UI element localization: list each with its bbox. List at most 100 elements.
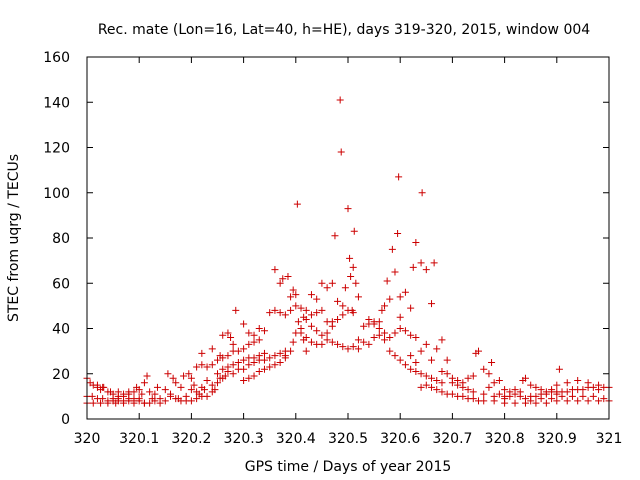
x-tick-label: 320.4	[276, 431, 316, 447]
data-point	[422, 381, 430, 389]
data-point	[548, 388, 556, 396]
data-point	[553, 381, 561, 389]
data-point	[521, 374, 529, 382]
data-point	[574, 377, 582, 385]
data-point	[334, 340, 342, 348]
data-point	[409, 263, 417, 271]
data-point	[488, 358, 496, 366]
data-point	[584, 379, 592, 387]
y-tick-label: 20	[52, 367, 70, 383]
data-point	[281, 352, 289, 360]
data-point	[114, 388, 122, 396]
x-tick-label: 320.2	[171, 431, 211, 447]
data-point	[224, 363, 232, 371]
data-point	[260, 365, 268, 373]
data-point	[200, 386, 208, 394]
data-point	[146, 388, 154, 396]
data-point	[422, 372, 430, 380]
x-axis: 320 320.1 320.2 320.3 320.4 320.5 320.6 320.7 32…	[74, 57, 623, 447]
data-point	[584, 397, 592, 405]
data-point	[563, 379, 571, 387]
data-point	[219, 331, 227, 339]
data-point	[375, 318, 383, 326]
data-point	[469, 395, 477, 403]
data-point	[187, 386, 195, 394]
data-point	[260, 349, 268, 357]
data-point	[422, 340, 430, 348]
data-point	[271, 361, 279, 369]
data-point	[255, 352, 263, 360]
data-point	[177, 383, 185, 391]
data-point	[208, 345, 216, 353]
data-point	[229, 361, 237, 369]
data-point	[250, 372, 258, 380]
data-point	[417, 347, 425, 355]
x-tick-label: 320.1	[119, 431, 159, 447]
data-point	[511, 390, 519, 398]
y-tick-label: 100	[43, 186, 70, 202]
data-point	[600, 395, 608, 403]
data-point	[428, 374, 436, 382]
data-point	[313, 327, 321, 335]
data-point	[125, 397, 133, 405]
data-point	[370, 334, 378, 342]
data-point	[336, 96, 344, 104]
data-point	[337, 148, 345, 156]
y-tick-label: 60	[52, 276, 70, 292]
data-point	[284, 272, 292, 280]
data-point	[412, 334, 420, 342]
data-point	[240, 320, 248, 328]
data-point	[161, 386, 169, 394]
data-point	[279, 275, 287, 283]
data-point	[349, 263, 357, 271]
data-point	[589, 383, 597, 391]
data-point	[143, 372, 151, 380]
data-point	[360, 322, 368, 330]
data-point	[485, 383, 493, 391]
data-point	[255, 367, 263, 375]
data-point	[208, 361, 216, 369]
data-point	[245, 361, 253, 369]
data-point	[151, 397, 159, 405]
data-point	[401, 361, 409, 369]
data-point	[579, 386, 587, 394]
data-point	[240, 365, 248, 373]
data-point	[240, 356, 248, 364]
data-point	[255, 325, 263, 332]
x-tick-label: 320.3	[224, 431, 264, 447]
data-point	[328, 338, 336, 346]
data-point	[511, 399, 519, 407]
data-point	[185, 370, 193, 378]
data-point	[276, 358, 284, 366]
y-tick-label: 40	[52, 322, 70, 338]
data-point	[568, 392, 576, 400]
data-point	[433, 386, 441, 394]
data-point	[412, 358, 420, 366]
data-point	[386, 347, 394, 355]
data-point	[501, 399, 509, 407]
x-tick-label: 321	[596, 431, 623, 447]
data-point	[302, 315, 310, 323]
data-point	[537, 395, 545, 403]
data-point	[480, 397, 488, 405]
data-point	[266, 354, 274, 362]
data-point	[354, 336, 362, 344]
data-point	[313, 295, 321, 303]
data-point	[350, 227, 358, 235]
data-point	[234, 347, 242, 355]
data-point	[589, 392, 597, 400]
data-point	[438, 388, 446, 396]
data-point	[339, 302, 347, 310]
data-point	[234, 358, 242, 366]
chart-title: Rec. mate (Lon=16, Lat=40, h=HE), days 3…	[98, 22, 590, 38]
data-point	[240, 377, 248, 385]
data-point	[302, 306, 310, 314]
data-point	[480, 390, 488, 398]
data-point	[214, 356, 221, 364]
data-point	[394, 229, 402, 237]
data-point	[532, 392, 540, 400]
data-point	[464, 386, 472, 394]
data-point	[433, 345, 441, 353]
data-point	[395, 173, 403, 181]
data-point	[428, 383, 436, 391]
